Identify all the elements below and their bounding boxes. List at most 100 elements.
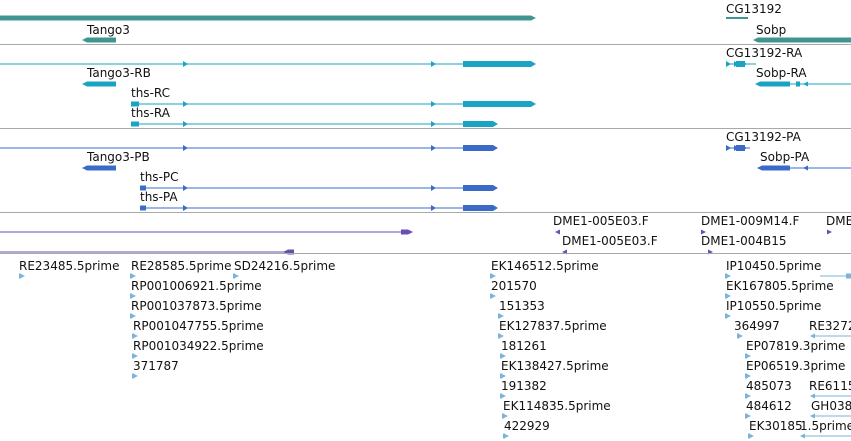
est-feature[interactable] — [745, 353, 747, 359]
exon-box[interactable] — [463, 145, 493, 151]
exon-box[interactable] — [140, 185, 146, 191]
strand-arrow[interactable] — [810, 393, 815, 399]
strand-arrow[interactable] — [133, 373, 138, 379]
exon-box[interactable] — [796, 81, 800, 87]
strand-arrow[interactable] — [503, 413, 508, 419]
est-feature[interactable] — [132, 353, 134, 359]
est-label[interactable]: EK114835.5prime — [503, 399, 611, 413]
strand-arrow[interactable] — [726, 61, 731, 67]
strand-arrow[interactable] — [431, 101, 436, 107]
strand-arrow[interactable] — [555, 229, 560, 235]
est-feature[interactable] — [19, 273, 21, 279]
strand-arrow[interactable] — [726, 293, 731, 299]
est-label[interactable]: GH038 — [811, 399, 851, 413]
clone-label[interactable]: DME — [826, 214, 851, 228]
est-label[interactable]: EK167805.5prime — [726, 279, 834, 293]
strand-arrow[interactable] — [726, 145, 731, 151]
est-feature[interactable] — [745, 413, 747, 419]
est-label[interactable]: 422929 — [504, 419, 550, 433]
est-feature[interactable] — [500, 373, 502, 379]
exon-box[interactable] — [736, 61, 745, 67]
transcript-label[interactable]: Tango3-RB — [87, 66, 151, 80]
exon-box[interactable] — [463, 101, 531, 107]
clone-label[interactable]: DME1-009M14.F — [701, 214, 800, 228]
est-label[interactable]: 1.5prime — [800, 419, 851, 433]
gene-feature[interactable] — [758, 37, 851, 43]
est-feature[interactable] — [737, 333, 739, 339]
est-feature[interactable] — [502, 413, 504, 419]
strand-arrow[interactable] — [431, 121, 436, 127]
est-label[interactable]: 191382 — [501, 379, 547, 393]
exon-box[interactable] — [401, 229, 408, 235]
strand-arrow[interactable] — [183, 185, 188, 191]
strand-arrow[interactable] — [746, 373, 751, 379]
strand-arrow[interactable] — [431, 185, 436, 191]
strand-arrow[interactable] — [493, 185, 498, 191]
strand-arrow[interactable] — [183, 205, 188, 211]
transcript-label[interactable]: ths-RC — [131, 86, 171, 100]
est-label[interactable]: 364997 — [734, 319, 780, 333]
exon-box[interactable] — [762, 165, 790, 171]
est-feature[interactable] — [233, 273, 235, 279]
exon-box[interactable] — [846, 273, 851, 279]
est-label[interactable]: IP10550.5prime — [726, 299, 822, 313]
clone-label[interactable]: DME1-004B15 — [701, 234, 787, 248]
strand-arrow[interactable] — [234, 273, 239, 279]
exon-box[interactable] — [760, 81, 790, 87]
transcript-label[interactable]: CG13192-RA — [726, 46, 803, 60]
gene-label-sobp[interactable]: Sobp — [756, 23, 787, 37]
clone-label[interactable]: DME1-005E03.F — [553, 214, 649, 228]
exon-box[interactable] — [463, 205, 493, 211]
strand-arrow[interactable] — [757, 165, 762, 171]
est-label[interactable]: RE28585.5prime — [131, 259, 232, 273]
est-label[interactable]: 151353 — [499, 299, 545, 313]
strand-arrow[interactable] — [501, 373, 506, 379]
strand-arrow[interactable] — [738, 333, 743, 339]
est-feature[interactable] — [130, 293, 132, 299]
est-label[interactable]: 201570 — [491, 279, 537, 293]
est-feature[interactable] — [503, 433, 505, 439]
est-label[interactable]: 485073 — [746, 379, 792, 393]
strand-arrow[interactable] — [746, 413, 751, 419]
transcript-label[interactable]: ths-PC — [140, 170, 179, 184]
est-label[interactable]: RP001006921.5prime — [131, 279, 262, 293]
transcript-label[interactable]: Sobp-PA — [760, 150, 810, 164]
exon-box[interactable] — [288, 249, 294, 255]
est-label[interactable]: EP07819.3prime — [746, 339, 846, 353]
strand-arrow[interactable] — [82, 37, 87, 43]
est-label[interactable]: EK138427.5prime — [501, 359, 609, 373]
est-label[interactable]: RP001034922.5prime — [133, 339, 264, 353]
exon-box[interactable] — [131, 101, 139, 107]
est-label[interactable]: EK146512.5prime — [491, 259, 599, 273]
gene-label-cg13192[interactable]: CG13192 — [726, 2, 782, 16]
strand-arrow[interactable] — [726, 313, 731, 319]
exon-box[interactable] — [463, 121, 493, 127]
est-feature[interactable] — [498, 333, 500, 339]
est-label[interactable]: RE3272 — [809, 319, 851, 333]
est-label[interactable]: RP001037873.5prime — [131, 299, 262, 313]
strand-arrow[interactable] — [431, 205, 436, 211]
strand-arrow[interactable] — [810, 333, 815, 339]
exon-box[interactable] — [131, 121, 139, 127]
est-feature[interactable] — [130, 273, 132, 279]
strand-arrow[interactable] — [133, 353, 138, 359]
strand-arrow[interactable] — [501, 353, 506, 359]
est-feature[interactable] — [725, 313, 727, 319]
est-label[interactable]: EK30185 — [749, 419, 803, 433]
est-label[interactable]: RP001047755.5prime — [133, 319, 264, 333]
est-label[interactable]: SD24216.5prime — [234, 259, 336, 273]
exon-box[interactable] — [140, 205, 146, 211]
est-feature[interactable] — [132, 333, 134, 339]
transcript-label[interactable]: CG13192-PA — [726, 130, 801, 144]
est-feature[interactable] — [748, 433, 750, 439]
exon-box[interactable] — [87, 165, 116, 171]
exon-box[interactable] — [736, 145, 745, 151]
strand-arrow[interactable] — [504, 433, 509, 439]
strand-arrow[interactable] — [493, 205, 498, 211]
strand-arrow[interactable] — [501, 393, 506, 399]
strand-arrow[interactable] — [431, 61, 436, 67]
exon-box[interactable] — [463, 185, 493, 191]
strand-arrow[interactable] — [491, 273, 496, 279]
strand-arrow[interactable] — [531, 61, 536, 67]
gene-feature[interactable] — [726, 17, 748, 19]
